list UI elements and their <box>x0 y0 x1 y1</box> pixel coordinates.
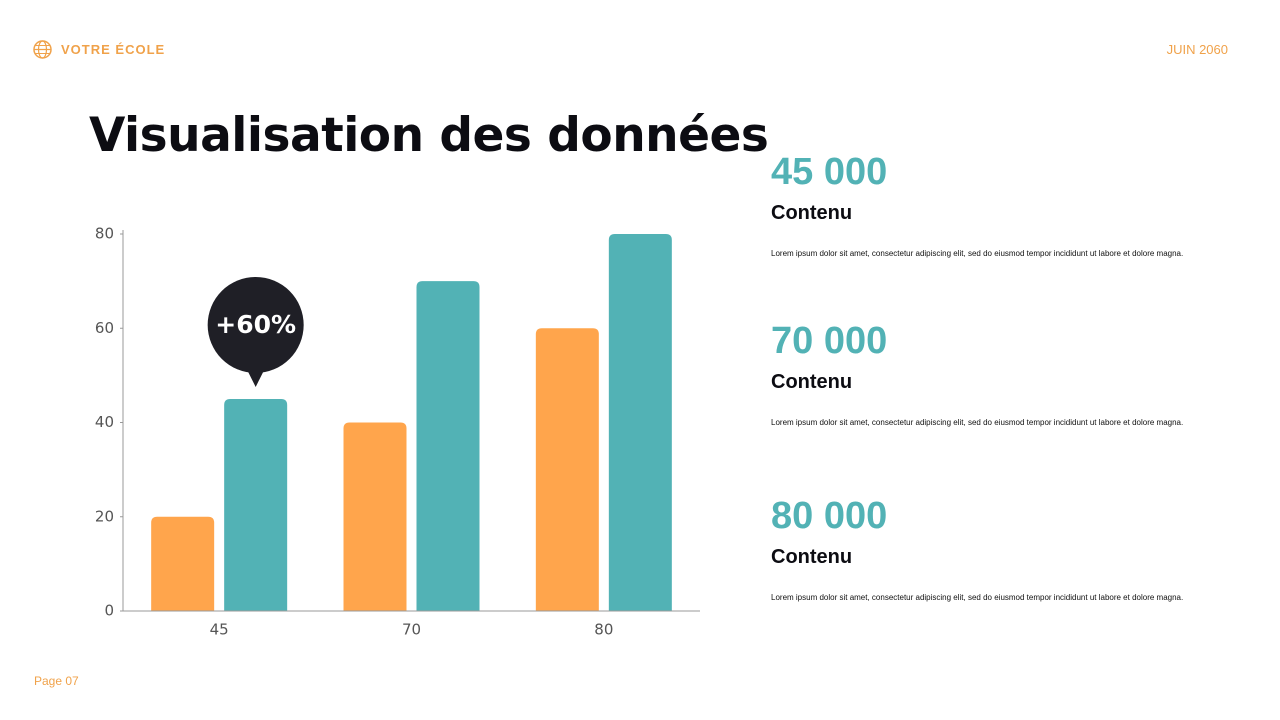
y-tick-label: 40 <box>95 413 114 431</box>
stat-label: Contenu <box>771 371 853 393</box>
annotation-bubble <box>207 276 304 373</box>
bar <box>608 234 672 611</box>
annotation-pointer <box>246 368 265 387</box>
y-tick-label: 0 <box>104 602 114 620</box>
annotation-text: +60% <box>215 310 296 339</box>
y-tick-label: 80 <box>95 225 114 243</box>
bar <box>151 516 215 611</box>
school-name: VOTRE ÉCOLE <box>61 42 166 57</box>
x-tick-label: 45 <box>210 621 229 639</box>
stat-block: 45 000 Contenu Lorem ipsum dolor sit amet,… <box>771 150 1241 258</box>
date: JUIN 2060 <box>1166 42 1228 57</box>
annotation: +60% <box>207 276 304 387</box>
y-tick-label: 20 <box>95 507 114 525</box>
stat-text: Lorem ipsum dolor sit amet, consectetur … <box>771 418 1184 427</box>
stat-value: 80 000 <box>771 495 888 537</box>
stat-label: Contenu <box>771 546 853 568</box>
page-number: Page 07 <box>34 674 79 688</box>
stat-value: 45 000 <box>771 151 888 193</box>
bar <box>416 281 480 611</box>
chart: 0 20 40 60 80 45 70 80 +60% <box>95 225 700 639</box>
bar <box>535 328 599 611</box>
y-tick-label: 60 <box>95 319 114 337</box>
school-logo <box>33 40 52 59</box>
stat-value: 70 000 <box>771 320 888 362</box>
slide-title: Visualisation des données <box>89 108 769 163</box>
stat-text: Lorem ipsum dolor sit amet, consectetur … <box>771 249 1184 258</box>
bar <box>343 422 407 611</box>
stat-label: Contenu <box>771 202 853 224</box>
bar <box>224 398 288 611</box>
stat-block: 70 000 Contenu Lorem ipsum dolor sit amet,… <box>771 319 1241 427</box>
stat-text: Lorem ipsum dolor sit amet, consectetur … <box>771 593 1184 602</box>
x-tick-label: 70 <box>402 621 421 639</box>
x-tick-label: 80 <box>594 621 613 639</box>
stat-block: 80 000 Contenu Lorem ipsum dolor sit amet,… <box>771 494 1241 602</box>
